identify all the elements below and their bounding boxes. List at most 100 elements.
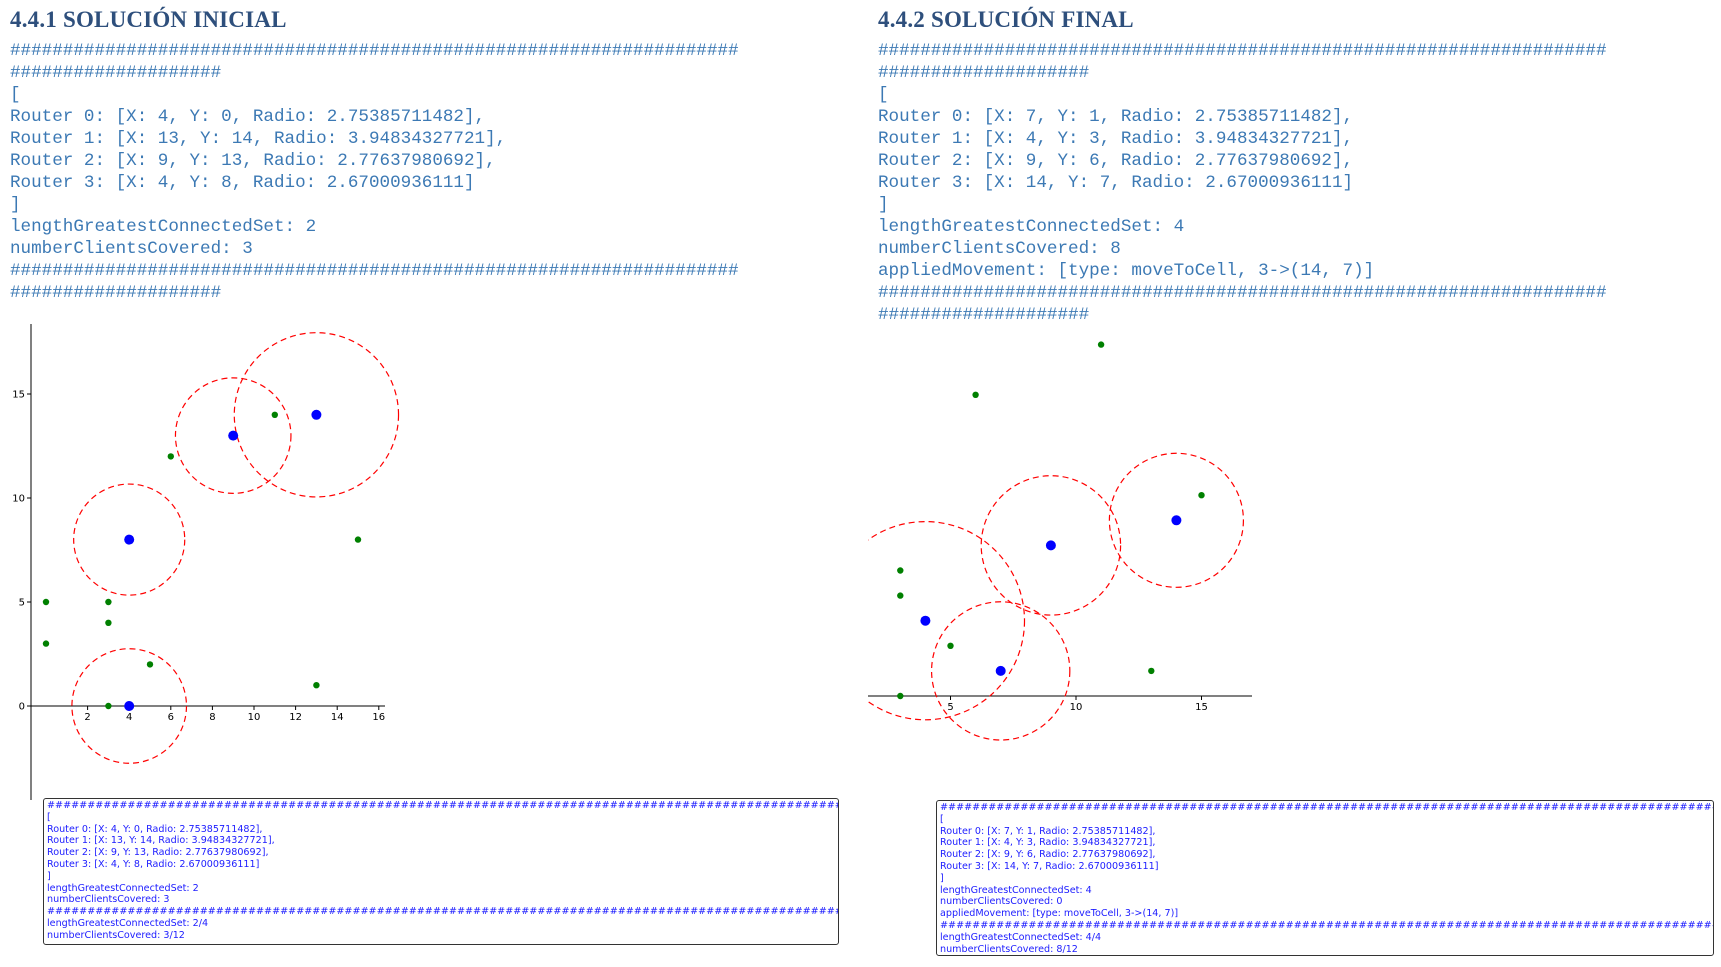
console-line: Router 1: [X: 13, Y: 14, Radio: 3.948343… (10, 129, 507, 149)
legend-line: Router 3: [X: 14, Y: 7, Radio: 2.6700093… (940, 860, 1159, 872)
legend-line: lengthGreatestConnectedSet: 2 (47, 882, 199, 894)
console-line: numberClientsCovered: 3 (10, 239, 253, 259)
x-tick-label: 10 (248, 712, 261, 723)
client-point (1097, 341, 1105, 348)
legend-line: Router 3: [X: 4, Y: 8, Radio: 2.67000936… (47, 858, 260, 870)
section-title-initial: 4.4.1 SOLUCIÓN INICIAL (10, 7, 287, 32)
console-line: [ (878, 85, 889, 105)
client-point (167, 453, 174, 460)
client-point (42, 598, 50, 606)
console-line: Router 2: [X: 9, Y: 6, Radio: 2.77637980… (878, 151, 1354, 171)
section-title-final: 4.4.2 SOLUCIÓN FINAL (878, 7, 1134, 32)
legend-line: numberClientsCovered: 8/12 (940, 943, 1078, 955)
console-line: ########################################… (10, 261, 739, 281)
console-line: #################### (10, 283, 222, 303)
router-point (920, 615, 931, 626)
client-point (42, 640, 50, 647)
x-tick-label: 6 (168, 712, 174, 723)
client-point (105, 619, 112, 626)
client-point (105, 598, 112, 606)
x-tick-label: 2 (84, 712, 90, 723)
initial-solution-plot: 2 4 6 8 10 12 14 16 0 5 10 15 (12, 324, 400, 800)
console-output-final: #################### ####################… (868, 40, 1721, 326)
coverage-circle (930, 601, 1071, 741)
console-line: ########################################… (10, 41, 739, 61)
coverage-circle (980, 475, 1122, 616)
legend-box-initial: ########################################… (43, 798, 839, 945)
legend-line: Router 0: [X: 4, Y: 0, Radio: 2.75385711… (47, 823, 263, 835)
client-point (947, 642, 954, 649)
legend-box-final: ########################################… (936, 800, 1714, 956)
legend-line: Router 1: [X: 13, Y: 14, Radio: 3.948343… (47, 835, 275, 847)
coverage-circle (174, 377, 292, 494)
legend-line: lengthGreatestConnectedSet: 4/4 (940, 931, 1102, 943)
console-line: lengthGreatestConnectedSet: 2 (10, 217, 317, 237)
x-tick-label: 10 (1070, 702, 1083, 713)
console-line: Router 0: [X: 7, Y: 1, Radio: 2.75385711… (878, 107, 1354, 127)
legend-line: [ (940, 813, 944, 825)
legend-line: numberClientsCovered: 0 (940, 896, 1063, 908)
legend-line: Router 1: [X: 4, Y: 3, Radio: 3.94834327… (940, 837, 1156, 849)
initial-solution-column: 4.4.1 SOLUCIÓN INICIAL #################… (0, 0, 860, 304)
console-line: lengthGreatestConnectedSet: 4 (878, 217, 1185, 237)
router-point (311, 409, 322, 420)
console-line: Router 1: [X: 4, Y: 3, Radio: 3.94834327… (878, 129, 1354, 149)
x-tick-label: 4 (126, 712, 132, 723)
router-point (124, 534, 135, 545)
client-point (1198, 492, 1205, 499)
client-point (972, 391, 979, 398)
console-line: appliedMovement: [type: moveToCell, 3->(… (878, 261, 1375, 281)
client-point (105, 702, 112, 710)
legend-line: ########################################… (47, 906, 839, 918)
console-line: ] (10, 195, 21, 215)
y-tick-label: 0 (19, 702, 25, 713)
legend-line: ########################################… (47, 800, 839, 811)
legend-line: ] (940, 872, 944, 884)
y-tick-label: 5 (19, 598, 25, 609)
y-tick-label: 10 (12, 494, 25, 505)
coverage-circle (71, 648, 188, 764)
console-line: Router 0: [X: 4, Y: 0, Radio: 2.75385711… (10, 107, 486, 127)
client-point (897, 692, 904, 700)
console-output-initial: #################### ####################… (0, 40, 860, 304)
client-point (313, 682, 320, 689)
x-tick-label: 16 (372, 712, 385, 723)
router-point (228, 430, 239, 441)
legend-line: [ (47, 811, 51, 823)
x-tick-label: 14 (331, 712, 344, 723)
x-tick-label: 8 (209, 712, 215, 723)
x-tick-label: 5 (947, 702, 953, 713)
coverage-circle (868, 521, 1026, 721)
router-point (1045, 540, 1056, 551)
legend-line: appliedMovement: [type: moveToCell, 3->(… (940, 908, 1179, 920)
client-point (897, 567, 904, 574)
legend-line: ########################################… (940, 802, 1714, 813)
client-point (354, 536, 362, 543)
legend-line: Router 2: [X: 9, Y: 6, Radio: 2.77637980… (940, 849, 1156, 861)
legend-line: lengthGreatestConnectedSet: 4 (940, 884, 1092, 896)
router-point (995, 665, 1006, 676)
console-line: Router 2: [X: 9, Y: 13, Radio: 2.7763798… (10, 151, 496, 171)
console-line: ########################################… (878, 283, 1607, 303)
console-line: numberClientsCovered: 8 (878, 239, 1121, 259)
client-point (271, 411, 278, 418)
console-line: ########################################… (878, 41, 1607, 61)
legend-line: numberClientsCovered: 3/12 (47, 929, 185, 941)
client-point (1148, 667, 1155, 675)
console-line: #################### (878, 63, 1090, 83)
legend-line: Router 0: [X: 7, Y: 1, Radio: 2.75385711… (940, 825, 1156, 837)
x-tick-label: 15 (1195, 702, 1208, 713)
legend-line: numberClientsCovered: 3 (47, 894, 170, 906)
console-line: [ (10, 85, 21, 105)
console-line: Router 3: [X: 4, Y: 8, Radio: 2.67000936… (10, 173, 475, 193)
legend-line: lengthGreatestConnectedSet: 2/4 (47, 917, 209, 929)
final-solution-column: 4.4.2 SOLUCIÓN FINAL ###################… (868, 0, 1721, 326)
legend-line: Router 2: [X: 9, Y: 13, Radio: 2.7763798… (47, 847, 269, 859)
client-point (897, 592, 904, 599)
console-line: #################### (10, 63, 222, 83)
console-line: Router 3: [X: 14, Y: 7, Radio: 2.6700093… (878, 173, 1354, 193)
console-line: #################### (878, 305, 1090, 325)
legend-line: ########################################… (940, 919, 1714, 931)
y-tick-label: 15 (12, 390, 25, 401)
